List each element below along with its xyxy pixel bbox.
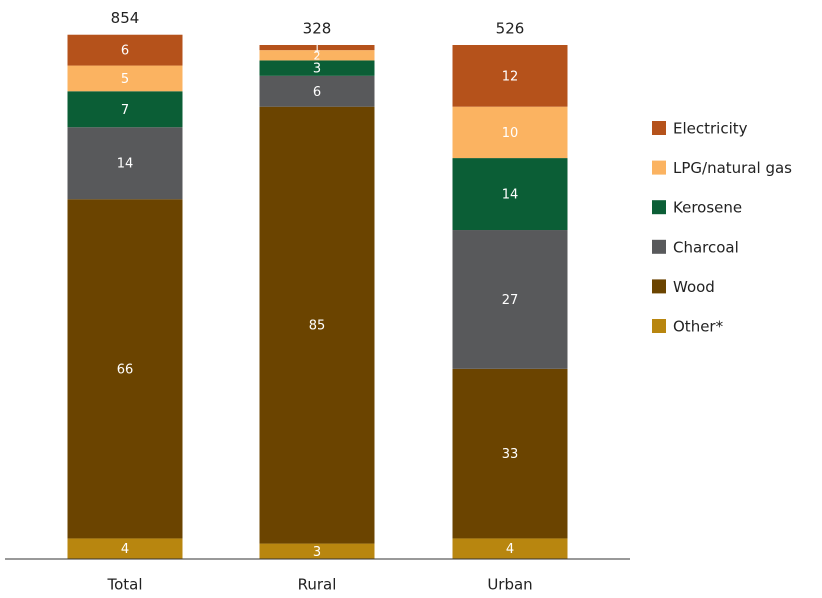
- bar-total: 526: [496, 20, 525, 38]
- segment-label: 6: [121, 44, 129, 59]
- legend-swatch: [652, 160, 666, 175]
- bar-segment: [259, 60, 375, 76]
- bar-total: 328: [303, 20, 332, 38]
- segment-label: 85: [309, 319, 326, 334]
- segment-label: 3: [313, 545, 321, 560]
- bar-segment: [67, 127, 183, 200]
- segment-label: 66: [117, 362, 134, 377]
- segment-label: 10: [502, 126, 519, 141]
- bar-segment: [67, 538, 183, 559]
- legend-swatch: [652, 200, 666, 215]
- segment-label: 33: [502, 447, 519, 462]
- segment-label: 3: [313, 62, 321, 77]
- bar-segment: [452, 106, 568, 159]
- segment-label: 4: [121, 542, 129, 557]
- legend-label: Kerosene: [673, 199, 742, 217]
- legend-label: Wood: [673, 278, 715, 296]
- legend-label: Electricity: [673, 120, 748, 138]
- bar-segment: [452, 538, 568, 559]
- bar-total: 854: [111, 9, 140, 27]
- x-tick-label: Total: [106, 576, 142, 594]
- bar-segment: [452, 158, 568, 231]
- segment-label: 7: [121, 103, 129, 118]
- bar-segment: [452, 368, 568, 539]
- legend-label: LPG/natural gas: [673, 159, 792, 177]
- segment-label: 27: [502, 293, 519, 308]
- bar-segment: [67, 34, 183, 66]
- x-tick-label: Urban: [487, 576, 532, 594]
- segment-label: 4: [506, 542, 514, 557]
- segment-label: 14: [502, 188, 519, 203]
- segment-label: 5: [121, 72, 129, 87]
- legend-swatch: [652, 239, 666, 254]
- bar-segment: [259, 45, 375, 51]
- segment-label: 1: [314, 42, 321, 55]
- bar-segment: [452, 230, 568, 369]
- segment-label: 12: [502, 69, 519, 84]
- legend-swatch: [652, 279, 666, 294]
- bar-segment: [67, 65, 183, 92]
- bar-segment: [259, 106, 375, 544]
- segment-label: 6: [313, 85, 321, 100]
- legend-label: Other*: [673, 318, 724, 336]
- bar-segment: [452, 45, 568, 107]
- bar-segment: [259, 50, 375, 61]
- bar-segment: [259, 75, 375, 107]
- legend-swatch: [652, 319, 666, 333]
- legend-swatch: [652, 121, 666, 135]
- segment-label: 14: [117, 157, 134, 172]
- bar-segment: [259, 543, 375, 559]
- legend-label: Charcoal: [673, 238, 739, 256]
- x-tick-label: Rural: [298, 576, 337, 594]
- bar-segment: [67, 199, 183, 539]
- bar-segment: [67, 91, 183, 128]
- segment-label: 2: [314, 49, 321, 62]
